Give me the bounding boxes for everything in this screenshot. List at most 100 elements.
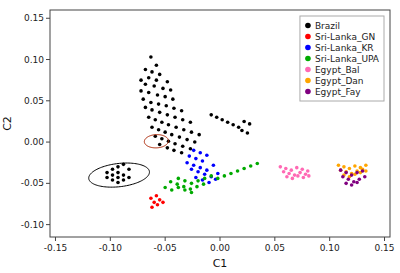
legend-marker — [305, 67, 311, 73]
point — [207, 181, 211, 185]
point — [193, 140, 197, 144]
point — [161, 87, 165, 91]
point — [163, 95, 167, 99]
point — [166, 80, 170, 84]
point — [284, 167, 288, 171]
point — [172, 149, 176, 153]
x-tick — [220, 237, 221, 241]
point — [194, 157, 198, 161]
y-tick — [46, 100, 50, 101]
series — [149, 194, 165, 209]
point — [341, 175, 345, 179]
y-tick — [46, 142, 50, 143]
legend-label: Egypt_Dan — [315, 76, 364, 86]
point — [144, 106, 148, 110]
point — [205, 168, 209, 172]
x-tick-label: 0.15 — [374, 243, 394, 253]
y-tick — [46, 183, 50, 184]
series — [185, 149, 219, 185]
point — [236, 169, 240, 173]
point — [189, 120, 193, 124]
point — [357, 177, 361, 181]
point — [350, 173, 354, 177]
point — [181, 118, 185, 122]
point — [147, 91, 151, 95]
point — [255, 162, 259, 166]
point — [198, 151, 202, 155]
point — [295, 166, 299, 170]
legend-marker — [305, 23, 311, 29]
point — [307, 174, 311, 178]
point — [298, 171, 302, 175]
y-axis-label: C2 — [1, 116, 14, 131]
point — [209, 113, 213, 117]
point — [203, 172, 207, 176]
point — [287, 172, 291, 176]
y-tick — [46, 18, 50, 19]
point — [150, 70, 154, 74]
point — [216, 177, 220, 181]
legend-label: Sri-Lanka_GN — [315, 32, 375, 42]
plot-frame — [50, 10, 390, 237]
point — [196, 179, 200, 183]
point — [149, 196, 153, 200]
point — [291, 177, 295, 181]
point — [105, 171, 109, 175]
point — [209, 174, 213, 178]
point — [169, 180, 173, 184]
point — [180, 151, 184, 155]
point — [296, 174, 300, 178]
point — [304, 172, 308, 176]
point — [163, 186, 167, 190]
legend-label: Brazil — [315, 21, 340, 31]
point — [242, 120, 246, 124]
y-tick-label: 0.10 — [24, 55, 44, 65]
point — [205, 153, 209, 157]
y-tick-label: 0.05 — [24, 96, 44, 106]
point — [240, 129, 244, 133]
point — [361, 169, 365, 173]
point — [202, 182, 206, 186]
point — [285, 175, 289, 179]
point — [149, 55, 153, 59]
point — [116, 165, 120, 169]
point — [220, 118, 224, 122]
point — [122, 173, 126, 177]
point — [353, 164, 357, 168]
point — [190, 130, 194, 134]
point — [139, 78, 143, 82]
x-tick-label: 0.10 — [320, 243, 340, 253]
point — [185, 138, 189, 142]
point — [215, 116, 219, 120]
series — [163, 162, 259, 194]
x-axis-label: C1 — [213, 257, 228, 270]
point — [152, 201, 156, 205]
ellipse — [89, 163, 150, 187]
point — [160, 137, 164, 141]
point — [174, 125, 178, 129]
point — [249, 164, 253, 168]
point — [196, 170, 200, 174]
point — [172, 106, 176, 110]
legend-marker — [305, 78, 311, 84]
point — [149, 101, 153, 105]
x-tick-label: 0.05 — [265, 243, 285, 253]
point — [161, 201, 165, 205]
point — [293, 173, 297, 177]
point — [339, 168, 343, 172]
series — [105, 55, 251, 184]
point — [158, 198, 162, 202]
point — [201, 159, 205, 163]
point — [158, 73, 162, 77]
series — [279, 165, 311, 180]
legend-marker — [305, 45, 311, 51]
point — [212, 163, 216, 167]
point — [167, 123, 171, 127]
point — [344, 182, 348, 186]
point — [157, 128, 161, 132]
point — [166, 146, 170, 150]
point — [248, 122, 252, 126]
point — [302, 176, 306, 180]
point — [355, 171, 359, 175]
point — [158, 143, 162, 147]
